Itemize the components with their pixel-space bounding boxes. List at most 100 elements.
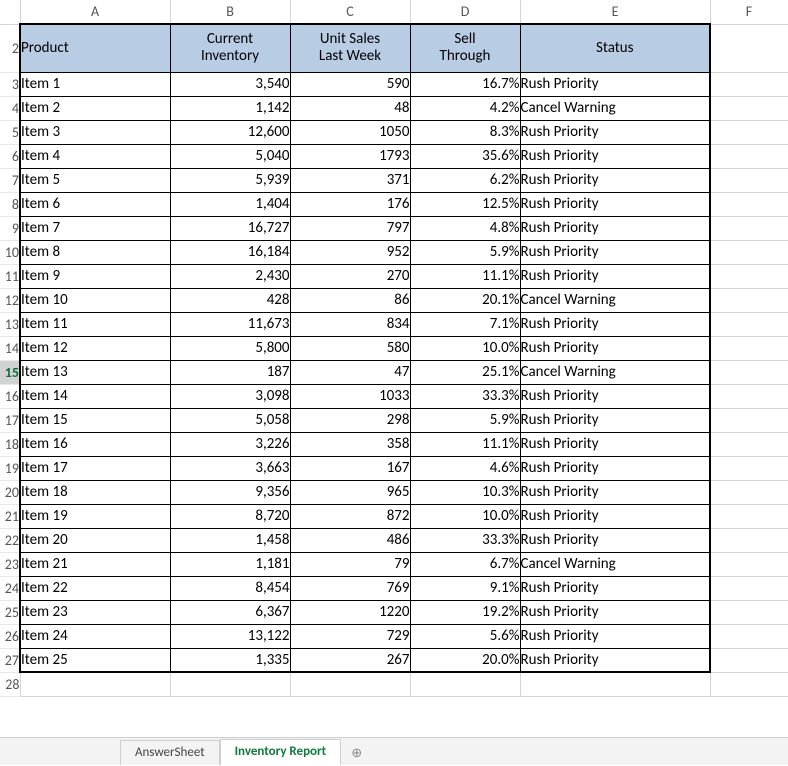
- cell-A22[interactable]: Item 20: [20, 528, 170, 552]
- cell-E27[interactable]: Rush Priority: [520, 648, 710, 672]
- cell-F26[interactable]: [710, 624, 788, 648]
- cell-D7[interactable]: 6.2%: [410, 168, 520, 192]
- table-header-A[interactable]: Product: [20, 24, 170, 72]
- cell-F19[interactable]: [710, 456, 788, 480]
- cell-B23[interactable]: 1,181: [170, 552, 290, 576]
- table-header-D[interactable]: SellThrough: [410, 24, 520, 72]
- col-header-C[interactable]: C: [290, 0, 410, 24]
- row-header-7[interactable]: 7: [0, 168, 20, 192]
- cell-B18[interactable]: 3,226: [170, 432, 290, 456]
- cell-A15[interactable]: Item 13: [20, 360, 170, 384]
- cell-C26[interactable]: 729: [290, 624, 410, 648]
- cell-B24[interactable]: 8,454: [170, 576, 290, 600]
- cell-F4[interactable]: [710, 96, 788, 120]
- row-header-14[interactable]: 14: [0, 336, 20, 360]
- row-header-21[interactable]: 21: [0, 504, 20, 528]
- cell-A25[interactable]: Item 23: [20, 600, 170, 624]
- cell-E7[interactable]: Rush Priority: [520, 168, 710, 192]
- cell-B26[interactable]: 13,122: [170, 624, 290, 648]
- cell-F21[interactable]: [710, 504, 788, 528]
- spreadsheet-grid[interactable]: A B C D E F 2ProductCurrentInventoryUnit…: [0, 0, 788, 697]
- cell-B8[interactable]: 1,404: [170, 192, 290, 216]
- cell-A19[interactable]: Item 17: [20, 456, 170, 480]
- cell-C12[interactable]: 86: [290, 288, 410, 312]
- cell-E21[interactable]: Rush Priority: [520, 504, 710, 528]
- cell-F13[interactable]: [710, 312, 788, 336]
- cell-B7[interactable]: 5,939: [170, 168, 290, 192]
- cell-D4[interactable]: 4.2%: [410, 96, 520, 120]
- cell-A13[interactable]: Item 11: [20, 312, 170, 336]
- cell-E22[interactable]: Rush Priority: [520, 528, 710, 552]
- cell-E6[interactable]: Rush Priority: [520, 144, 710, 168]
- row-header-4[interactable]: 4: [0, 96, 20, 120]
- cell-C23[interactable]: 79: [290, 552, 410, 576]
- col-header-B[interactable]: B: [170, 0, 290, 24]
- cell-E8[interactable]: Rush Priority: [520, 192, 710, 216]
- cell-F14[interactable]: [710, 336, 788, 360]
- cell-B9[interactable]: 16,727: [170, 216, 290, 240]
- cell-C5[interactable]: 1050: [290, 120, 410, 144]
- cell-A24[interactable]: Item 22: [20, 576, 170, 600]
- cell-D16[interactable]: 33.3%: [410, 384, 520, 408]
- cell-D10[interactable]: 5.9%: [410, 240, 520, 264]
- add-sheet-button[interactable]: ⊕: [341, 742, 372, 765]
- cell-F7[interactable]: [710, 168, 788, 192]
- cell-C18[interactable]: 358: [290, 432, 410, 456]
- row-header-22[interactable]: 22: [0, 528, 20, 552]
- cell-B4[interactable]: 1,142: [170, 96, 290, 120]
- row-header-3[interactable]: 3: [0, 72, 20, 96]
- cell-F16[interactable]: [710, 384, 788, 408]
- cell-E11[interactable]: Rush Priority: [520, 264, 710, 288]
- cell-D18[interactable]: 11.1%: [410, 432, 520, 456]
- cell-E19[interactable]: Rush Priority: [520, 456, 710, 480]
- table-header-B[interactable]: CurrentInventory: [170, 24, 290, 72]
- cell-D3[interactable]: 16.7%: [410, 72, 520, 96]
- col-header-D[interactable]: D: [410, 0, 520, 24]
- cell-B19[interactable]: 3,663: [170, 456, 290, 480]
- cell-E18[interactable]: Rush Priority: [520, 432, 710, 456]
- cell-F5[interactable]: [710, 120, 788, 144]
- cell-F9[interactable]: [710, 216, 788, 240]
- cell-F28[interactable]: [710, 672, 788, 696]
- cell-E14[interactable]: Rush Priority: [520, 336, 710, 360]
- cell-E15[interactable]: Cancel Warning: [520, 360, 710, 384]
- cell-A10[interactable]: Item 8: [20, 240, 170, 264]
- col-header-A[interactable]: A: [20, 0, 170, 24]
- row-header-9[interactable]: 9: [0, 216, 20, 240]
- cell-D22[interactable]: 33.3%: [410, 528, 520, 552]
- row-header-5[interactable]: 5: [0, 120, 20, 144]
- cell-F6[interactable]: [710, 144, 788, 168]
- cell-B6[interactable]: 5,040: [170, 144, 290, 168]
- cell-C21[interactable]: 872: [290, 504, 410, 528]
- cell-B22[interactable]: 1,458: [170, 528, 290, 552]
- cell-B5[interactable]: 12,600: [170, 120, 290, 144]
- cell-F23[interactable]: [710, 552, 788, 576]
- row-header-17[interactable]: 17: [0, 408, 20, 432]
- cell-D23[interactable]: 6.7%: [410, 552, 520, 576]
- cell-E3[interactable]: Rush Priority: [520, 72, 710, 96]
- cell-A18[interactable]: Item 16: [20, 432, 170, 456]
- cell-F27[interactable]: [710, 648, 788, 672]
- row-header-12[interactable]: 12: [0, 288, 20, 312]
- cell-F15[interactable]: [710, 360, 788, 384]
- cell-D21[interactable]: 10.0%: [410, 504, 520, 528]
- cell-D27[interactable]: 20.0%: [410, 648, 520, 672]
- cell-D26[interactable]: 5.6%: [410, 624, 520, 648]
- cell-C9[interactable]: 797: [290, 216, 410, 240]
- row-header-25[interactable]: 25: [0, 600, 20, 624]
- cell-C7[interactable]: 371: [290, 168, 410, 192]
- cell-B11[interactable]: 2,430: [170, 264, 290, 288]
- cell-C14[interactable]: 580: [290, 336, 410, 360]
- row-header-13[interactable]: 13: [0, 312, 20, 336]
- cell-F12[interactable]: [710, 288, 788, 312]
- cell-B27[interactable]: 1,335: [170, 648, 290, 672]
- cell-D6[interactable]: 35.6%: [410, 144, 520, 168]
- row-header-11[interactable]: 11: [0, 264, 20, 288]
- cell-C25[interactable]: 1220: [290, 600, 410, 624]
- cell-C13[interactable]: 834: [290, 312, 410, 336]
- cell-B3[interactable]: 3,540: [170, 72, 290, 96]
- cell-E9[interactable]: Rush Priority: [520, 216, 710, 240]
- table-header-C[interactable]: Unit SalesLast Week: [290, 24, 410, 72]
- row-header-8[interactable]: 8: [0, 192, 20, 216]
- cell-A26[interactable]: Item 24: [20, 624, 170, 648]
